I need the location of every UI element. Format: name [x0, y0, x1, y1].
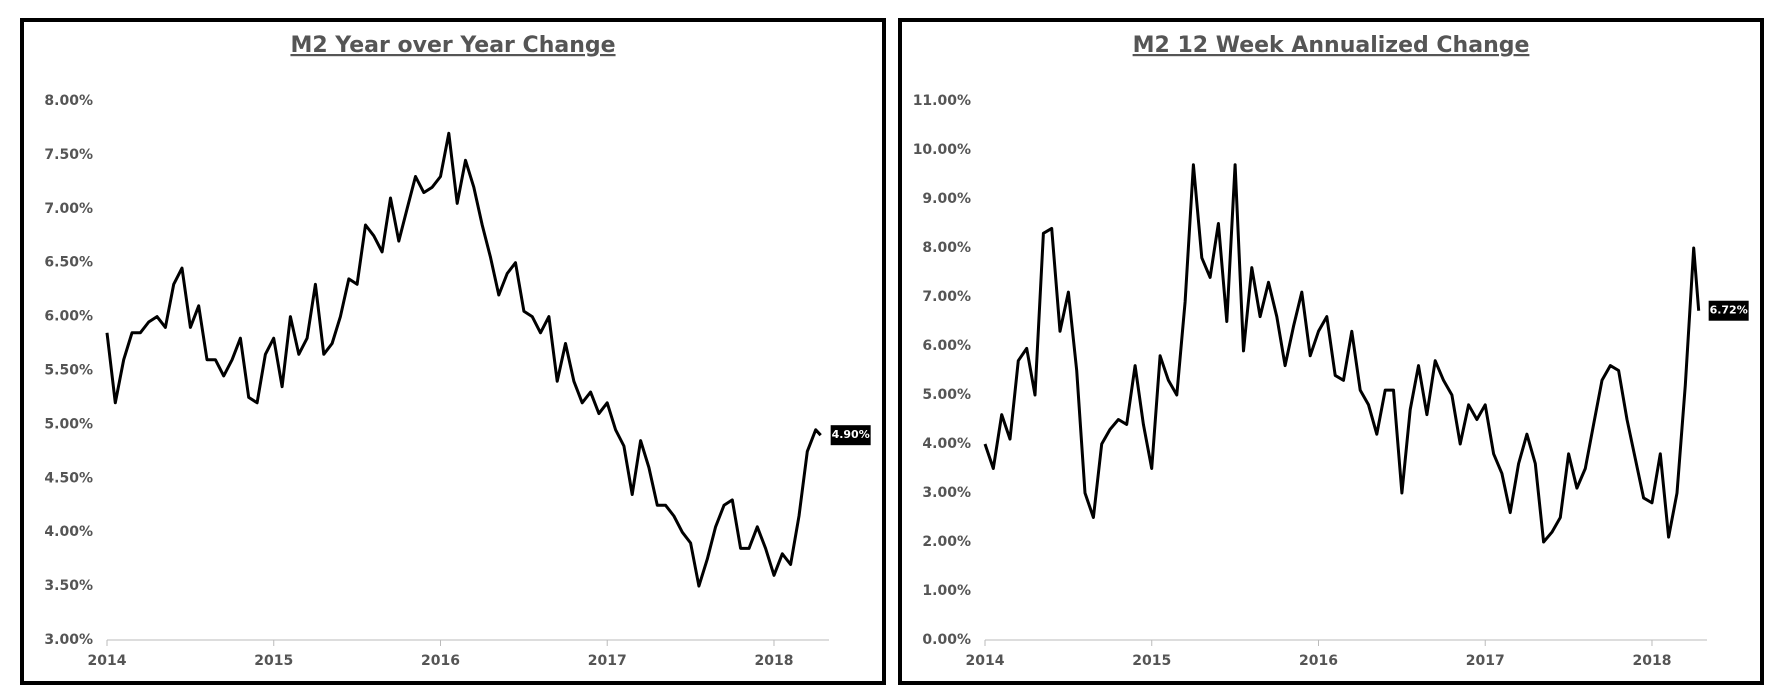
x-tick-label: 2014 — [88, 653, 127, 669]
y-tick-label: 8.00% — [922, 240, 971, 256]
annotation-box — [830, 425, 871, 446]
y-tick-label: 3.00% — [922, 485, 971, 501]
annotation: 6.72% — [1710, 304, 1748, 317]
data-line — [105, 131, 822, 588]
y-tick-label: 5.00% — [44, 416, 93, 432]
x-tick-label: 2015 — [254, 653, 293, 669]
y-tick-label: 7.50% — [44, 147, 93, 163]
y-tick-label: 2.00% — [922, 534, 971, 550]
x-tick-label: 2018 — [754, 653, 793, 669]
y-tick-label: 3.50% — [44, 578, 93, 594]
y-tick-label: 5.00% — [922, 387, 971, 403]
x-tick-label: 2014 — [966, 653, 1005, 669]
y-tick-label: 6.00% — [922, 338, 971, 354]
y-tick-label: 4.00% — [44, 524, 93, 540]
annotation-box — [1708, 300, 1749, 321]
chart-title: M2 12 Week Annualized Change — [1133, 33, 1530, 58]
panel-frame — [20, 18, 886, 685]
y-tick-label: 7.00% — [44, 201, 93, 217]
x-tick-label: 2015 — [1132, 653, 1171, 669]
data-line — [983, 163, 1701, 544]
y-tick-label: 4.00% — [922, 436, 971, 452]
y-tick-label: 8.00% — [44, 93, 93, 109]
y-tick-label: 4.50% — [44, 470, 93, 486]
y-tick-label: 1.00% — [922, 583, 971, 599]
y-tick-label: 7.00% — [922, 289, 971, 305]
y-tick-label: 5.50% — [44, 363, 93, 379]
x-tick-label: 2017 — [588, 653, 627, 669]
y-tick-label: 6.50% — [44, 255, 93, 271]
y-tick-label: 3.00% — [44, 632, 93, 648]
y-tick-label: 0.00% — [922, 632, 971, 648]
x-tick-label: 2017 — [1466, 653, 1505, 669]
y-tick-label: 10.00% — [913, 142, 971, 158]
x-tick-label: 2016 — [421, 653, 460, 669]
y-tick-label: 11.00% — [913, 93, 971, 109]
y-tick-label: 9.00% — [922, 191, 971, 207]
y-tick-label: 6.00% — [44, 309, 93, 325]
chart-title: M2 Year over Year Change — [290, 33, 615, 58]
annotation: 4.90% — [832, 428, 870, 441]
x-tick-label: 2018 — [1632, 653, 1671, 669]
x-tick-label: 2016 — [1299, 653, 1338, 669]
